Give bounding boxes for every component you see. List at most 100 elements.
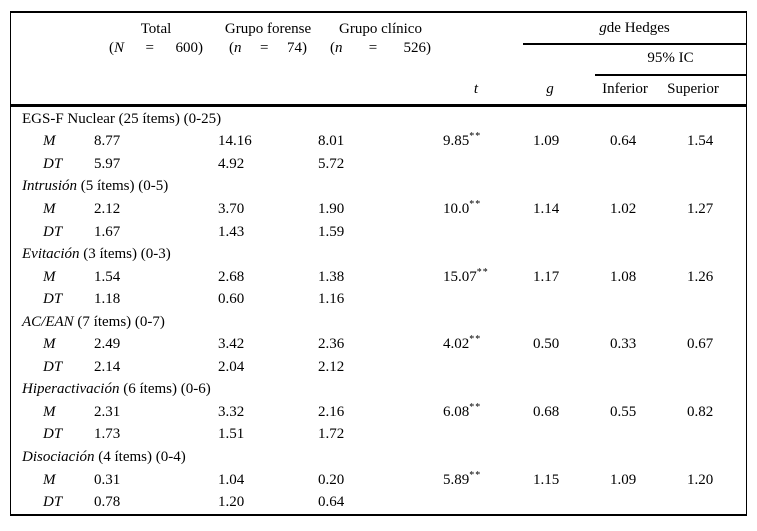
n-open: (N <box>109 40 125 56</box>
cell-t: 4.02** <box>443 334 482 353</box>
cell-inferior: 0.33 <box>610 336 637 353</box>
col-header-g: g <box>546 80 554 97</box>
significance-marker: ** <box>469 198 482 210</box>
cell-t: 9.85** <box>443 131 482 150</box>
section-label-row: EGS-F Nuclear (25 ítems) (0-25) <box>11 108 746 131</box>
n-equals: = <box>368 40 378 56</box>
cell-inferior: 1.02 <box>610 200 637 217</box>
cell-clinico: 0.64 <box>318 494 345 511</box>
col-group-total: Total (N = 600) <box>94 20 218 57</box>
table-row: M 1.54 2.68 1.38 15.07** 1.17 1.08 1.26 <box>11 266 746 289</box>
cell-g: 0.68 <box>533 403 560 420</box>
cell-superior: 1.20 <box>687 471 714 488</box>
cell-superior: 1.27 <box>687 200 714 217</box>
cell-clinico: 1.72 <box>318 426 345 443</box>
cell-clinico: 2.16 <box>318 403 345 420</box>
cell-total: 8.77 <box>94 133 121 150</box>
col-header-inferior: Inferior <box>602 80 648 97</box>
cell-stat: M <box>43 336 56 353</box>
section-label-row: Intrusión (5 ítems) (0-5) <box>11 176 746 199</box>
col-header-t: t <box>473 80 479 97</box>
col-header-superior: Superior <box>667 80 719 97</box>
cell-inferior: 1.09 <box>610 471 637 488</box>
table-row: DT 2.14 2.04 2.12 <box>11 356 746 379</box>
cell-stat: M <box>43 471 56 488</box>
hedges-g-symbol: g <box>599 19 607 36</box>
col-group-clinico: Grupo clínico (n = 526) <box>318 20 443 57</box>
n-equals: = <box>260 40 269 56</box>
col-group-total-title: Total <box>140 21 172 37</box>
cell-total: 5.97 <box>94 155 121 172</box>
cell-forense: 2.68 <box>218 268 245 285</box>
significance-marker: ** <box>476 266 489 278</box>
significance-marker: ** <box>469 401 482 413</box>
table-row: M 8.77 14.16 8.01 9.85** 1.09 0.64 1.54 <box>11 131 746 154</box>
cell-stat: DT <box>43 155 63 172</box>
cell-total: 0.78 <box>94 494 121 511</box>
cell-total: 1.18 <box>94 291 121 308</box>
cell-inferior: 1.08 <box>610 268 637 285</box>
cell-total: 2.12 <box>94 200 121 217</box>
cell-clinico: 1.90 <box>318 200 345 217</box>
table-row: DT 1.18 0.60 1.16 <box>11 288 746 311</box>
table-body: EGS-F Nuclear (25 ítems) (0-25) M 8.77 1… <box>11 107 746 514</box>
col-group-forense-title: Grupo forense <box>224 21 312 37</box>
table-header: Total (N = 600) Grupo forense (n = 74) G… <box>11 13 746 107</box>
col-group-clinico-n: (n = 526) <box>330 40 431 57</box>
section-label: Evitación (3 ítems) (0-3) <box>22 246 171 263</box>
cell-stat: M <box>43 403 56 420</box>
table-row: M 2.31 3.32 2.16 6.08** 0.68 0.55 0.82 <box>11 401 746 424</box>
table-row: DT 5.97 4.92 5.72 <box>11 153 746 176</box>
cell-stat: DT <box>43 291 63 308</box>
table-row: DT 1.73 1.51 1.72 <box>11 424 746 447</box>
cell-stat: DT <box>43 426 63 443</box>
cell-t: 10.0** <box>443 198 482 217</box>
cell-clinico: 2.12 <box>318 358 345 375</box>
cell-t: 6.08** <box>443 401 482 420</box>
cell-g: 1.14 <box>533 200 560 217</box>
col-group-forense: Grupo forense (n = 74) <box>218 20 318 57</box>
cell-stat: M <box>43 133 56 150</box>
cell-g: 0.50 <box>533 336 560 353</box>
cell-total: 2.14 <box>94 358 121 375</box>
cell-t: 5.89** <box>443 469 482 488</box>
cell-forense: 3.42 <box>218 336 245 353</box>
section-label: Disociación (4 ítems) (0-4) <box>22 448 186 465</box>
cell-total: 2.49 <box>94 336 121 353</box>
cell-stat: DT <box>43 358 63 375</box>
section-label: EGS-F Nuclear (25 ítems) (0-25) <box>22 110 222 127</box>
cell-total: 1.73 <box>94 426 121 443</box>
n-value: 74) <box>287 40 307 56</box>
significance-marker: ** <box>469 469 482 481</box>
col-group-clinico-title: Grupo clínico <box>339 21 422 37</box>
cell-stat: M <box>43 268 56 285</box>
cell-superior: 0.82 <box>687 403 714 420</box>
cell-superior: 1.54 <box>687 133 714 150</box>
cell-superior: 0.67 <box>687 336 714 353</box>
table-row: M 0.31 1.04 0.20 5.89** 1.15 1.09 1.20 <box>11 469 746 492</box>
cell-g: 1.15 <box>533 471 560 488</box>
section-label: Hiperactivación (6 ítems) (0-6) <box>22 381 211 398</box>
col-group-total-n: (N = 600) <box>109 40 203 57</box>
stats-table: Total (N = 600) Grupo forense (n = 74) G… <box>10 11 747 516</box>
significance-marker: ** <box>469 334 482 346</box>
section-label-row: Evitación (3 ítems) (0-3) <box>11 243 746 266</box>
table-row: DT 1.67 1.43 1.59 <box>11 221 746 244</box>
n-value: 526) <box>403 40 432 56</box>
cell-g: 1.17 <box>533 268 560 285</box>
cell-forense: 14.16 <box>218 133 252 150</box>
cell-forense: 1.04 <box>218 471 245 488</box>
cell-clinico: 0.20 <box>318 471 345 488</box>
section-label: Intrusión (5 ítems) (0-5) <box>22 178 169 195</box>
col-group-forense-n: (n = 74) <box>229 40 307 57</box>
cell-clinico: 1.16 <box>318 291 345 308</box>
cell-total: 0.31 <box>94 471 121 488</box>
cell-total: 1.54 <box>94 268 121 285</box>
hedges-label: de Hedges <box>606 19 670 36</box>
cell-superior: 1.26 <box>687 268 714 285</box>
table-row: M 2.49 3.42 2.36 4.02** 0.50 0.33 0.67 <box>11 333 746 356</box>
cell-stat: DT <box>43 494 63 511</box>
section-label-row: AC/EAN (7 ítems) (0-7) <box>11 311 746 334</box>
n-open: (n <box>330 40 343 56</box>
section-label-row: Hiperactivación (6 ítems) (0-6) <box>11 379 746 402</box>
